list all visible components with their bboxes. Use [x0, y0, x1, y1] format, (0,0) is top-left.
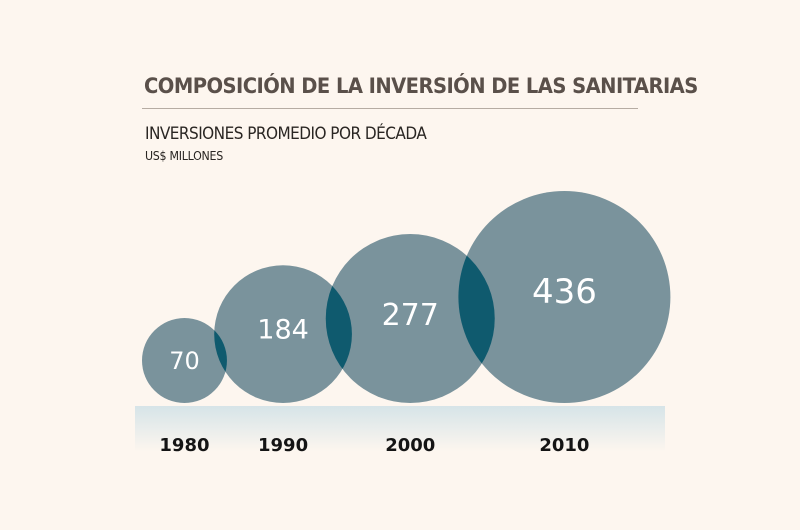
units-label: US$ MILLONES: [145, 149, 223, 163]
bubble-2010: [458, 191, 671, 403]
year-label-1990: 1990: [258, 435, 308, 456]
value-label-2010: 436: [532, 272, 597, 312]
value-labels: 70 184 277 436: [169, 272, 597, 375]
year-labels: 1980 1990 2000 2010: [159, 435, 589, 456]
year-label-2010: 2010: [539, 435, 589, 456]
chart-subtitle: INVERSIONES PROMEDIO POR DÉCADA: [145, 124, 427, 144]
chart-title: COMPOSICIÓN DE LA INVERSIÓN DE LAS SANIT…: [144, 74, 698, 98]
bubble-2000: [325, 234, 495, 403]
year-label-1980: 1980: [159, 435, 209, 456]
baseline-band: [135, 406, 665, 452]
value-label-1990: 184: [257, 314, 309, 345]
bubbles: [142, 191, 671, 403]
year-label-2000: 2000: [385, 435, 435, 456]
value-label-2000: 277: [382, 298, 439, 333]
title-divider: [142, 108, 638, 109]
bubble-1990: [214, 265, 352, 403]
value-label-1980: 70: [169, 347, 200, 375]
bubble-1980: [142, 318, 227, 403]
